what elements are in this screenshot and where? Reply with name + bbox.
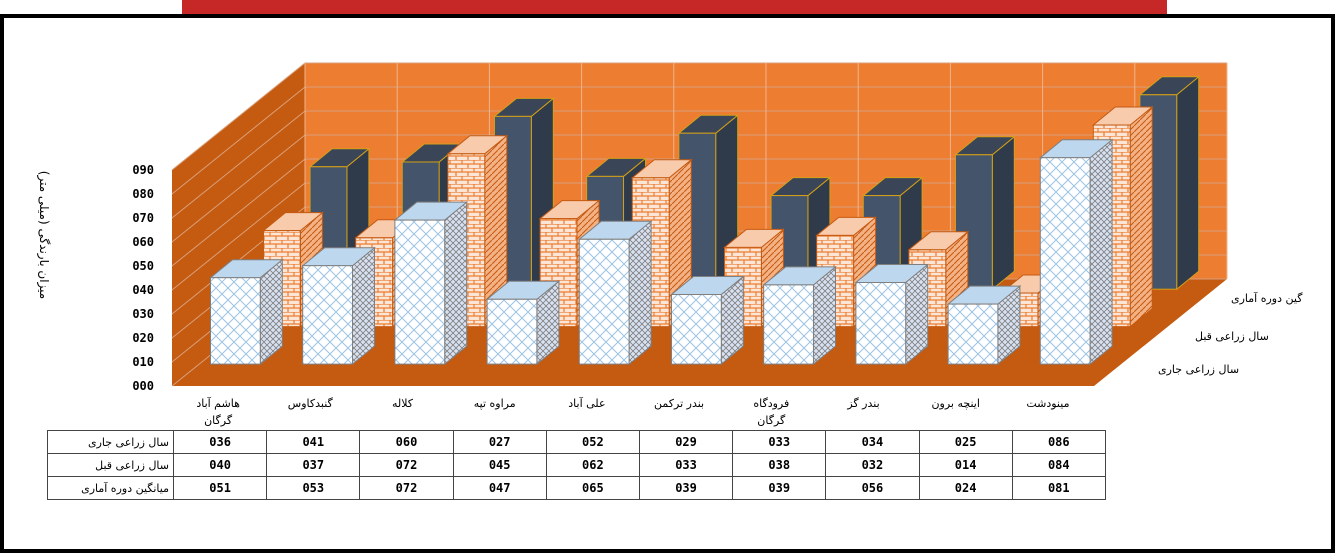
y-tick-label: 030 (132, 307, 154, 321)
table-row: سال زراعی قبل 040 037 072 045 062 033 038 032 014… (47, 453, 1106, 477)
bar-front (855, 281, 907, 365)
table-cell: 014 (918, 453, 1013, 477)
bar-front (1039, 157, 1091, 365)
y-tick-label: 050 (132, 259, 154, 273)
table-cell: 024 (918, 476, 1013, 500)
y-tick-label: 010 (132, 355, 154, 369)
table-cell: 033 (638, 453, 734, 477)
bars-group (209, 75, 1201, 366)
depth-series-labels: گین دوره آماری سال زراعی قبل سال زراعی جار… (1158, 291, 1303, 376)
table-cell: 052 (545, 430, 640, 454)
bar-front (486, 298, 538, 365)
table-cell: 056 (825, 476, 920, 500)
table-row-header: سال زراعی قبل (47, 453, 174, 477)
bar-front (763, 284, 814, 365)
bar (946, 285, 1022, 366)
bar-front (578, 238, 630, 365)
table-row: سال زراعی جاری 036 041 060 027 052 029 033 034 02… (47, 430, 1106, 454)
depth-series-label: سال زراعی قبل (1195, 330, 1269, 343)
table-cell: 025 (918, 430, 1013, 454)
y-tick-label: 000 (132, 379, 154, 393)
table-cell: 041 (266, 430, 361, 454)
bar (393, 201, 469, 366)
top-red-bar (182, 0, 1167, 14)
table-cell: 037 (266, 453, 361, 477)
table-cell: 084 (1011, 453, 1106, 477)
bar-front (209, 277, 261, 365)
bar-side (444, 201, 468, 366)
y-tick-label: 040 (132, 283, 154, 297)
table-cell: 033 (732, 430, 827, 454)
bar-side (991, 135, 1015, 291)
table-cell: 029 (638, 430, 734, 454)
category-label: گنبدکاوس (288, 397, 334, 410)
category-label: اینچه برون (931, 397, 979, 410)
category-label: گرگان (204, 414, 233, 427)
bar (577, 220, 653, 366)
table-cell: 040 (172, 453, 268, 477)
y-tick-label: 080 (132, 187, 154, 201)
data-table: سال زراعی جاری 036 041 060 027 052 029 033 034 02… (47, 430, 1106, 500)
depth-series-label: گین دوره آماری (1231, 291, 1303, 305)
table-row-header: میانگین دوره آماری (47, 476, 174, 500)
category-labels: هاشم آباد گرگان گنبدکاوس کلاله مراوه تپه علی … (196, 396, 1069, 427)
bar-side (1176, 75, 1200, 291)
y-tick-label: 090 (132, 163, 154, 177)
table-cell: 032 (825, 453, 920, 477)
bar (301, 246, 376, 366)
category-label: هاشم آباد (196, 396, 240, 410)
table-cell: 034 (825, 430, 920, 454)
table-cell: 038 (732, 453, 827, 477)
y-tick-label: 060 (132, 235, 154, 249)
table-cell: 051 (172, 476, 268, 500)
bar-front (670, 293, 722, 365)
bar (1038, 138, 1114, 366)
table-row-header: سال زراعی جاری (47, 430, 174, 454)
bar (762, 265, 837, 366)
table-cell: 065 (545, 476, 640, 500)
bar (670, 275, 745, 366)
category-label: بندر گز (846, 397, 879, 410)
bar (854, 263, 930, 366)
table-cell: 086 (1011, 430, 1106, 454)
category-label: کلاله (392, 397, 414, 410)
bar-side (1089, 138, 1113, 366)
table-cell: 053 (266, 476, 361, 500)
category-label: گرگان (757, 414, 786, 427)
category-label: علی آباد (568, 396, 605, 410)
table-cell: 062 (545, 453, 640, 477)
table-cell: 047 (452, 476, 547, 500)
table-cell: 027 (452, 430, 547, 454)
table-row: میانگین دوره آماری 051 053 072 047 065 039 039 0… (47, 476, 1106, 500)
y-axis: 000 010 020 030 040 050 060 070 080 090 (132, 163, 154, 393)
category-label: بندر ترکمن (654, 397, 704, 410)
table-cell: 072 (359, 453, 454, 477)
bar (485, 280, 561, 366)
bar-side (1129, 105, 1153, 328)
bar-front (394, 219, 446, 365)
category-label: مینودشت (1026, 397, 1069, 410)
table-cell: 039 (732, 476, 827, 500)
bar-side (352, 246, 375, 366)
y-tick-label: 070 (132, 211, 154, 225)
table-cell: 072 (359, 476, 454, 500)
depth-series-label: سال زراعی جاری (1158, 363, 1239, 376)
bar-side (628, 220, 652, 366)
table-cell: 081 (1011, 476, 1106, 500)
bar-front (947, 303, 999, 365)
bar-front (302, 265, 353, 365)
category-label: مراوه تپه (474, 397, 516, 410)
bar (209, 258, 284, 366)
category-label: فرودگاه (753, 397, 789, 410)
y-axis-title: میزان بارندگی (میلی متر) (36, 171, 51, 299)
table-cell: 036 (172, 430, 268, 454)
table-cell: 039 (638, 476, 734, 500)
table-cell: 045 (452, 453, 547, 477)
y-tick-label: 020 (132, 331, 154, 345)
table-cell: 060 (359, 430, 454, 454)
